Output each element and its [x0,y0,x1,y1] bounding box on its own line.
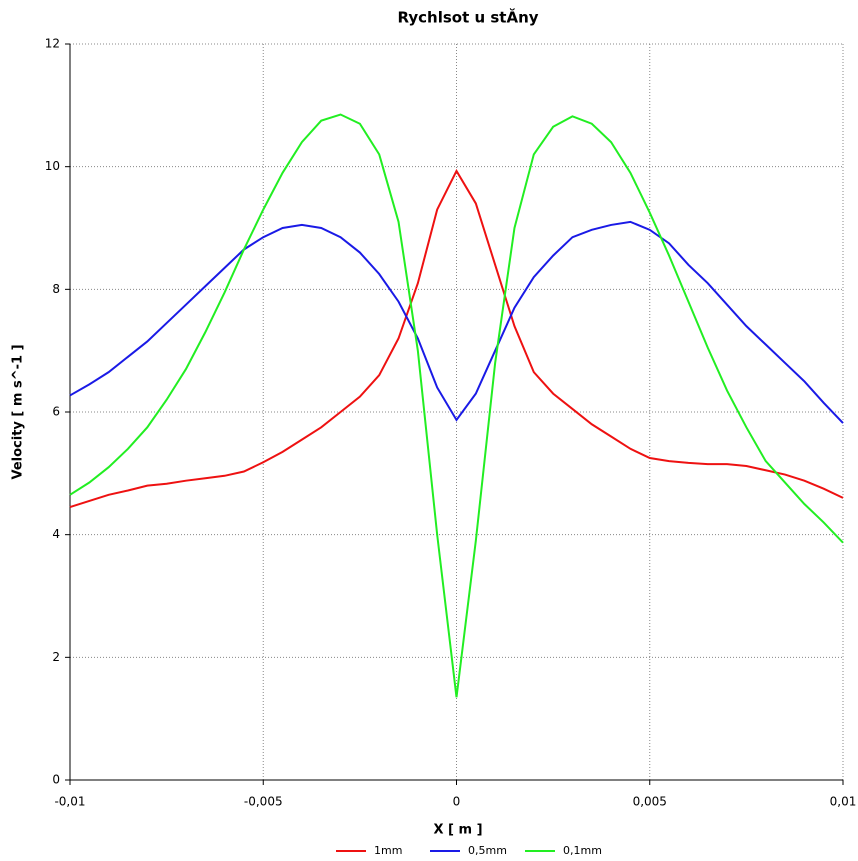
legend-label: 0,1mm [563,844,602,857]
legend-label: 1mm [374,844,402,857]
x-tick-label: -0,01 [54,795,85,809]
line-series [69,220,844,424]
y-tick-label: 8 [52,282,60,296]
x-axis-label: X [ m ] [433,823,482,838]
y-tick-label: 6 [52,405,60,419]
y-tick-label: 0 [52,773,60,787]
x-tick-label: 0 [453,795,461,809]
y-tick-label: 4 [52,527,60,541]
line-series [69,168,844,509]
legend-label: 0,5mm [468,844,507,857]
y-tick-label: 2 [52,650,60,664]
x-tick-label: 0,005 [633,795,667,809]
y-tick-label: 12 [45,37,60,51]
y-tick-label: 10 [45,159,60,173]
chart-title: Rychlsot u stĂny [397,8,538,27]
x-tick-label: 0,01 [830,795,857,809]
y-axis-label: Velocity [ m s^-1 ] [11,344,26,479]
line-series [69,113,844,698]
x-tick-label: -0,005 [244,795,283,809]
